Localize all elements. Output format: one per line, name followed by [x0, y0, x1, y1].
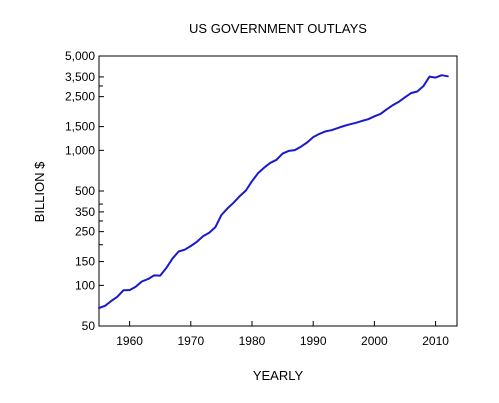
- y-tick-label: 500: [75, 184, 95, 198]
- chart-title: US GOVERNMENT OUTLAYS: [189, 21, 367, 36]
- series-line-outlays: [98, 74, 449, 309]
- x-tick-label: 2000: [361, 334, 388, 348]
- y-tick-label: 5,000: [65, 49, 95, 63]
- y-tick-label: 1,000: [65, 143, 95, 157]
- x-axis-label: YEARLY: [253, 368, 304, 383]
- plot-frame: [98, 55, 458, 327]
- y-axis-label: BILLION $: [32, 161, 47, 222]
- y-tick-label: 2,500: [65, 90, 95, 104]
- y-tick-label: 250: [75, 225, 95, 239]
- y-tick-label: 50: [82, 319, 96, 333]
- axis-ticks: 50 100 150 250 350 500 1,000 1,500 2,500 3,500 5,0…: [65, 49, 449, 348]
- x-tick-label: 1980: [239, 334, 266, 348]
- x-tick-label: 2010: [422, 334, 449, 348]
- y-tick-label: 350: [75, 205, 95, 219]
- y-tick-label: 1,500: [65, 120, 95, 134]
- x-tick-label: 1990: [300, 334, 327, 348]
- y-tick-label: 3,500: [65, 70, 95, 84]
- x-tick-label: 1960: [116, 334, 143, 348]
- y-tick-label: 150: [75, 255, 95, 269]
- y-tick-label: 100: [75, 278, 95, 292]
- x-tick-label: 1970: [177, 334, 204, 348]
